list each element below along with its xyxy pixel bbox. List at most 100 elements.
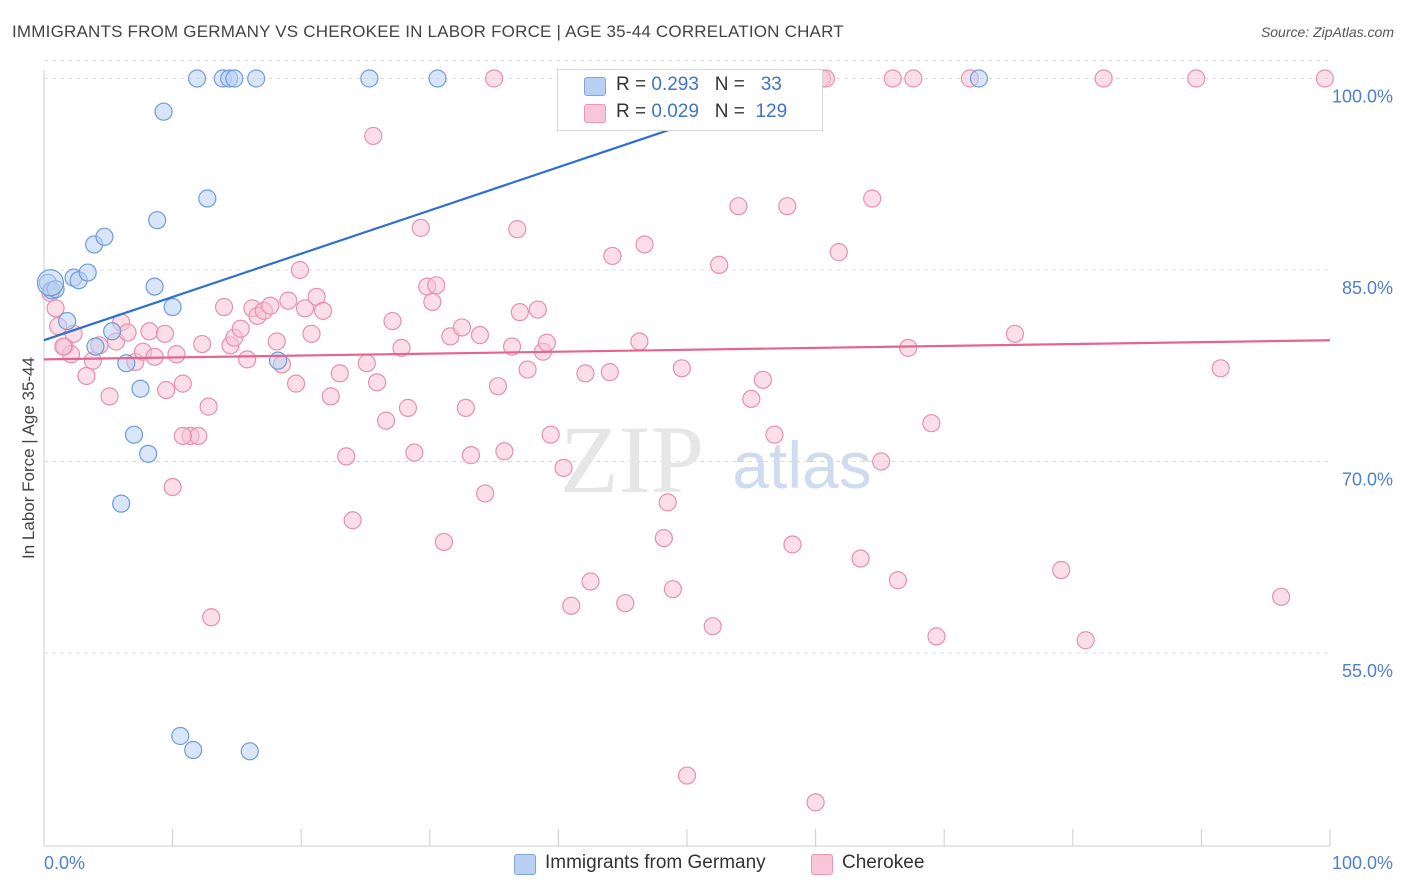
cherokee-point	[475, 484, 495, 503]
legend-row-germany: R = 0.293 N = 33	[558, 73, 822, 99]
legend-r-value: 0.029	[651, 101, 699, 122]
y-axis-label: In Labor Force | Age 35-44	[19, 357, 38, 559]
cherokee-point	[1094, 69, 1113, 88]
cherokee-point	[753, 370, 772, 389]
cherokee-point	[658, 493, 677, 512]
cherokee-point	[783, 535, 802, 554]
cherokee-point	[330, 364, 349, 383]
cherokee-point	[663, 580, 682, 599]
source-label: Source: ZipAtlas.com	[1260, 24, 1394, 40]
germany-point	[86, 337, 105, 356]
cherokee-point	[537, 333, 556, 352]
legend-r-label: R =	[616, 74, 647, 95]
cherokee-point	[541, 425, 560, 444]
y-tick-label: 70.0%	[1342, 470, 1393, 490]
cherokee-point	[118, 323, 137, 342]
cherokee-point	[616, 594, 635, 613]
cherokee-point	[367, 373, 387, 392]
germany-point	[148, 211, 167, 230]
cherokee-point	[729, 197, 748, 216]
cherokee-point	[1052, 560, 1071, 580]
cherokee-point	[904, 69, 923, 88]
cherokee-point	[46, 299, 65, 318]
cherokee-point	[383, 311, 402, 331]
x-tick-labels: 0.0% 100.0%	[44, 853, 1393, 873]
cherokee-point	[829, 243, 848, 262]
germany-point	[124, 425, 144, 444]
cherokee-point	[411, 218, 430, 237]
y-tick-label: 85.0%	[1342, 278, 1393, 298]
cherokee-point	[267, 332, 286, 351]
cherokee-point	[778, 197, 797, 216]
cherokee-point	[1187, 69, 1206, 88]
cherokee-point	[157, 380, 176, 400]
germany-point	[78, 263, 97, 282]
cherokee-point	[313, 301, 333, 320]
cherokee-point	[434, 532, 454, 552]
cherokee-point	[343, 511, 362, 530]
cherokee-point	[654, 528, 673, 548]
cherokee-point	[295, 299, 315, 318]
cherokee-point	[193, 334, 212, 354]
cherokee-point	[290, 260, 310, 280]
cherokee-point	[1076, 631, 1095, 650]
cherokee-point	[765, 425, 784, 444]
cherokee-point	[922, 414, 941, 433]
cherokee-point	[872, 452, 891, 471]
cherokee-point	[392, 338, 411, 357]
cherokee-point	[167, 345, 186, 364]
germany-point-cluster	[36, 269, 65, 297]
cherokee-point	[470, 326, 490, 345]
cherokee-point	[554, 458, 573, 477]
legend-n-value: 129	[755, 101, 788, 122]
cherokee-point	[883, 69, 902, 88]
cherokee-point	[398, 398, 418, 417]
cherokee-point	[863, 189, 882, 208]
bottom-legend-swatch-germany	[514, 854, 536, 875]
cherokee-point	[899, 338, 918, 357]
cherokee-point	[279, 291, 298, 310]
cherokee-point	[261, 296, 280, 315]
chart-title: IMMIGRANTS FROM GERMANY VS CHEROKEE IN L…	[12, 22, 844, 41]
cherokee-point	[54, 337, 73, 356]
cherokee-point	[576, 364, 595, 383]
correlation-legend: R = 0.293 N = 33 R = 0.029 N = 129	[557, 69, 823, 131]
bottom-legend-label-germany: Immigrants from Germany	[545, 852, 766, 873]
legend-n-label: N =	[714, 74, 745, 95]
germany-point	[154, 102, 173, 121]
cherokee-point	[189, 426, 208, 446]
cherokee-point	[851, 549, 870, 568]
y-tick-labels: 55.0% 70.0% 85.0% 100.0%	[1332, 87, 1393, 682]
cherokee-point	[302, 324, 321, 343]
germany-point	[240, 742, 259, 761]
germany-point	[187, 69, 207, 88]
cherokee-point	[202, 608, 221, 627]
germany-point	[171, 726, 190, 746]
cherokee-point	[77, 366, 96, 386]
cherokee-point	[703, 617, 722, 636]
germany-point	[360, 69, 379, 88]
cherokee-point	[427, 276, 446, 295]
cherokee-point	[199, 397, 218, 416]
cherokee-point	[321, 387, 340, 406]
cherokee-point	[603, 246, 622, 266]
germany-points	[36, 69, 989, 761]
legend-stats-cherokee: R = 0.029 N = 129	[616, 101, 787, 123]
cherokee-point	[423, 292, 442, 312]
cherokee-point	[173, 426, 192, 446]
y-tick-label: 55.0%	[1342, 661, 1393, 681]
cherokee-point	[672, 359, 691, 378]
cherokee-point	[173, 374, 192, 393]
cherokee-point	[364, 126, 383, 146]
y-tick-label: 100.0%	[1332, 87, 1393, 107]
cherokee-point	[600, 363, 619, 382]
germany-point	[225, 69, 244, 88]
germany-point	[103, 322, 122, 341]
x-tick-label-max: 100.0%	[1332, 853, 1393, 873]
legend-row-cherokee: R = 0.029 N = 129	[558, 100, 822, 126]
cherokee-point	[100, 387, 119, 406]
bottom-legend-label-cherokee: Cherokee	[842, 852, 925, 873]
cherokee-point	[1272, 587, 1291, 606]
cherokee-point	[927, 627, 946, 646]
